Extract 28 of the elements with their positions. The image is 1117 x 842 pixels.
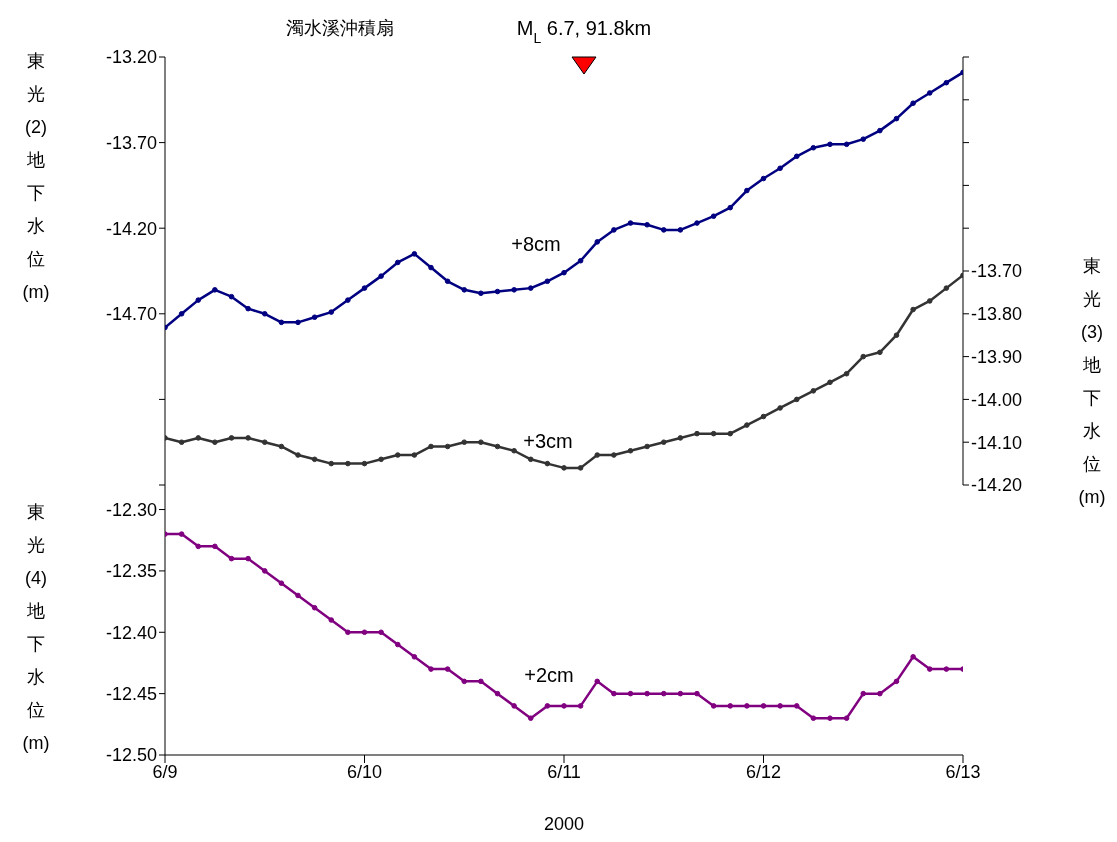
annotation: +2cm [524,664,574,687]
y2-tick-label: -13.80 [971,304,1023,325]
chart-title: 濁水溪沖積扇 [286,18,394,38]
y-tick-label: -13.20 [105,47,157,68]
y2-axis-title: 東光(3)地下水位(m) [1077,255,1107,509]
y2-tick-label: -13.90 [971,346,1023,367]
y-tick-label: -14.70 [105,304,157,325]
x-tick-label: 6/13 [945,761,981,782]
x-axis-title: 2000 [543,814,585,834]
y-axis-title: 東光(2)地下水位(m) [21,50,51,304]
annotation: +3cm [523,430,573,453]
y2-tick-label: -14.20 [971,475,1023,496]
y-tick-label: -12.40 [105,622,157,643]
y-tick-label: -14.20 [105,218,157,239]
y2-tick-label: -14.10 [971,432,1023,453]
annotation: +8cm [511,233,561,256]
y-tick-label: -12.35 [105,561,157,582]
x-tick-label: 6/11 [547,761,581,782]
line-series [165,531,963,721]
y2-tick-label: -14.00 [971,389,1023,410]
x-tick-label: 6/12 [745,761,782,782]
y-tick-label: -12.30 [105,499,157,520]
x-tick-label: 6/10 [346,761,383,782]
y-tick-label: -13.70 [105,132,157,153]
y-tick-label: -12.45 [105,684,157,705]
y2-tick-label: -13.70 [971,261,1023,282]
text: M$_{L}$ 6.7, 91.8km [516,17,652,46]
y-axis-title: 東光(4)地下水位(m) [21,501,51,755]
